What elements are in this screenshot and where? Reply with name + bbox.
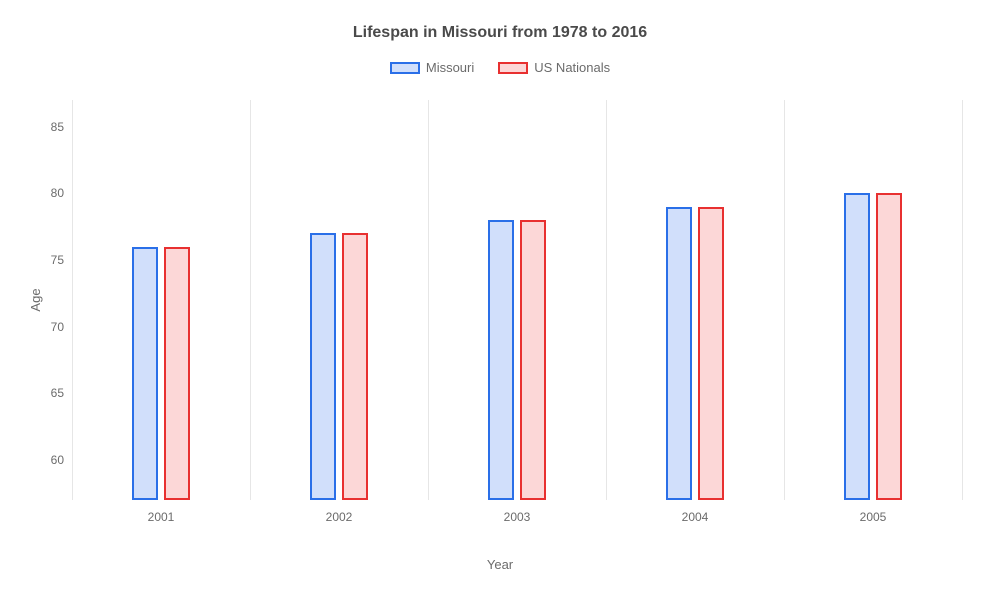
x-axis-title: Year — [0, 557, 1000, 572]
x-tick-label: 2005 — [860, 510, 887, 524]
y-tick-label: 80 — [51, 186, 64, 200]
x-tick-label: 2003 — [504, 510, 531, 524]
grid-line-vertical — [962, 100, 963, 500]
x-tick-label: 2001 — [148, 510, 175, 524]
y-tick-label: 65 — [51, 386, 64, 400]
x-tick-label: 2002 — [326, 510, 353, 524]
legend-swatch-missouri — [390, 62, 420, 74]
bar — [342, 233, 368, 500]
grid-line-vertical — [606, 100, 607, 500]
grid-line-vertical — [72, 100, 73, 500]
grid-line-vertical — [784, 100, 785, 500]
y-tick-label: 75 — [51, 253, 64, 267]
legend-item-missouri: Missouri — [390, 60, 474, 75]
bar — [310, 233, 336, 500]
bar — [698, 207, 724, 500]
legend-label-us-nationals: US Nationals — [534, 60, 610, 75]
bar — [488, 220, 514, 500]
bar — [164, 247, 190, 500]
bar — [520, 220, 546, 500]
legend-label-missouri: Missouri — [426, 60, 474, 75]
bar — [876, 193, 902, 500]
bar — [132, 247, 158, 500]
legend: Missouri US Nationals — [0, 60, 1000, 75]
y-tick-label: 85 — [51, 120, 64, 134]
grid-line-vertical — [428, 100, 429, 500]
x-tick-label: 2004 — [682, 510, 709, 524]
y-axis-title: Age — [28, 288, 43, 311]
y-tick-label: 60 — [51, 453, 64, 467]
legend-swatch-us-nationals — [498, 62, 528, 74]
grid-line-vertical — [250, 100, 251, 500]
chart-title: Lifespan in Missouri from 1978 to 2016 — [0, 24, 1000, 42]
bar — [666, 207, 692, 500]
y-tick-label: 70 — [51, 320, 64, 334]
chart-container: Lifespan in Missouri from 1978 to 2016 M… — [0, 0, 1000, 600]
plot-area: 60657075808520012002200320042005 — [72, 100, 962, 500]
bar — [844, 193, 870, 500]
legend-item-us-nationals: US Nationals — [498, 60, 610, 75]
